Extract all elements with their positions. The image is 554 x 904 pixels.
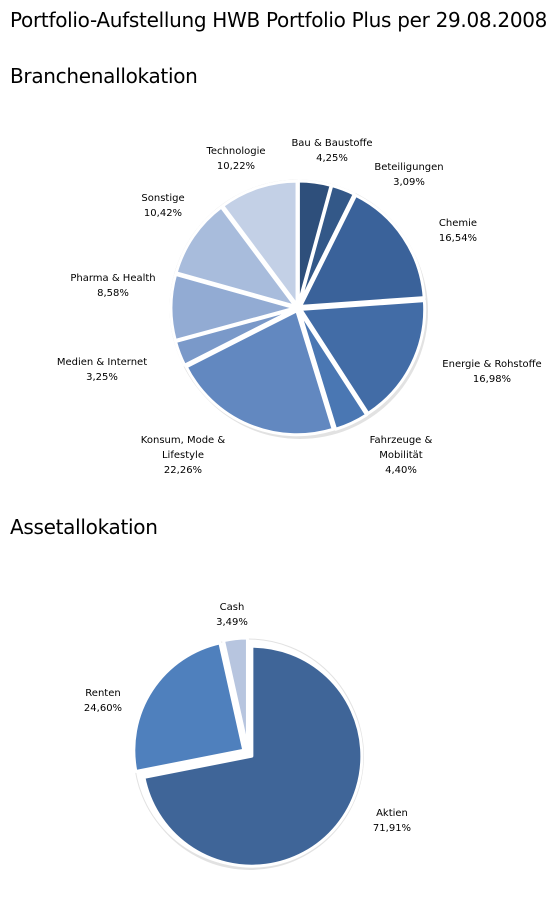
slice-value-medien-and-internet: 3,25% (86, 372, 118, 383)
slice-name-bau-and-baustoffe: Bau & Baustoffe (291, 138, 372, 149)
slice-name-medien-and-internet: Medien & Internet (57, 357, 147, 368)
slice-name-sonstige: Sonstige (141, 193, 184, 204)
slice-value-cash: 3,49% (216, 617, 248, 628)
slice-label-sonstige: Sonstige 10,42% (141, 193, 184, 219)
slice-label-bau-and-baustoffe: Bau & Baustoffe 4,25% (291, 138, 372, 164)
asset-allocation-title: Assetallokation (10, 515, 158, 539)
pie-slice-sonstige (174, 205, 298, 308)
pie-slice-pharma-and-health (169, 272, 297, 343)
slice-label-pharma-and-health: Pharma & Health 8,58% (70, 273, 155, 299)
slice-value-technologie: 10,22% (217, 161, 255, 172)
slice-name-beteiligungen: Beteiligungen (374, 162, 443, 173)
slice-name-technologie: Technologie (205, 146, 265, 157)
slice-name-energie-and-rohstoffe: Energie & Rohstoffe (442, 359, 541, 370)
slice-name-fahrzeuge-and-mobilitaet: Fahrzeuge & Mobilität (370, 435, 433, 461)
pie-slice-aktien (142, 644, 364, 868)
slice-name-cash: Cash (220, 602, 245, 613)
slice-value-aktien: 71,91% (373, 823, 411, 834)
pie-slice-cash (222, 636, 249, 750)
slice-label-aktien: Aktien 71,91% (373, 808, 411, 834)
pie-slice-fahrzeuge-and-mobilitaet (297, 309, 369, 431)
asset-allocation-pie-chart: Aktien 71,91% Renten 24,60% Cash 3,49% (84, 602, 411, 870)
slice-label-konsum-mode-and-lifestyle: Konsum, Mode & Lifestyle 22,26% (141, 435, 226, 476)
slice-label-energie-and-rohstoffe: Energie & Rohstoffe 16,98% (442, 359, 541, 385)
pie-slice-chemie (298, 193, 426, 308)
slice-value-energie-and-rohstoffe: 16,98% (473, 374, 511, 385)
slice-value-sonstige: 10,42% (144, 208, 182, 219)
pie-slice-beteiligungen (297, 184, 356, 307)
slice-name-aktien: Aktien (376, 808, 408, 819)
slice-value-renten: 24,60% (84, 703, 122, 714)
slice-value-konsum-mode-and-lifestyle: 22,26% (164, 465, 202, 476)
slice-name-renten: Renten (85, 688, 120, 699)
pie-slice-energie-and-rohstoffe (299, 299, 427, 415)
slice-name-konsum-mode-and-lifestyle: Konsum, Mode & Lifestyle (141, 435, 226, 461)
slice-value-fahrzeuge-and-mobilitaet: 4,40% (385, 465, 417, 476)
slice-label-chemie: Chemie 16,54% (439, 218, 477, 244)
slice-value-pharma-and-health: 8,58% (97, 288, 129, 299)
page-title: Portfolio-Aufstellung HWB Portfolio Plus… (10, 8, 548, 32)
sector-allocation-pie-chart: Bau & Baustoffe 4,25% Beteiligungen 3,09% Ch… (57, 138, 542, 476)
slice-name-chemie: Chemie (439, 218, 477, 229)
slice-name-pharma-and-health: Pharma & Health (70, 273, 155, 284)
slice-label-cash: Cash 3,49% (216, 602, 248, 628)
slice-value-beteiligungen: 3,09% (393, 177, 425, 188)
slice-label-fahrzeuge-and-mobilitaet: Fahrzeuge & Mobilität 4,40% (370, 435, 433, 476)
slice-label-technologie: Technologie 10,22% (205, 146, 265, 172)
pie-slice-konsum-mode-and-lifestyle (184, 309, 335, 437)
sector-allocation-title: Branchenallokation (10, 64, 198, 88)
slice-label-beteiligungen: Beteiligungen 3,09% (374, 162, 443, 188)
slice-label-medien-and-internet: Medien & Internet 3,25% (57, 357, 147, 383)
pie-slice-technologie (221, 179, 299, 307)
slice-label-renten: Renten 24,60% (84, 688, 122, 714)
pie-slice-renten (132, 641, 246, 773)
slice-value-bau-and-baustoffe: 4,25% (316, 153, 348, 164)
slice-value-chemie: 16,54% (439, 233, 477, 244)
